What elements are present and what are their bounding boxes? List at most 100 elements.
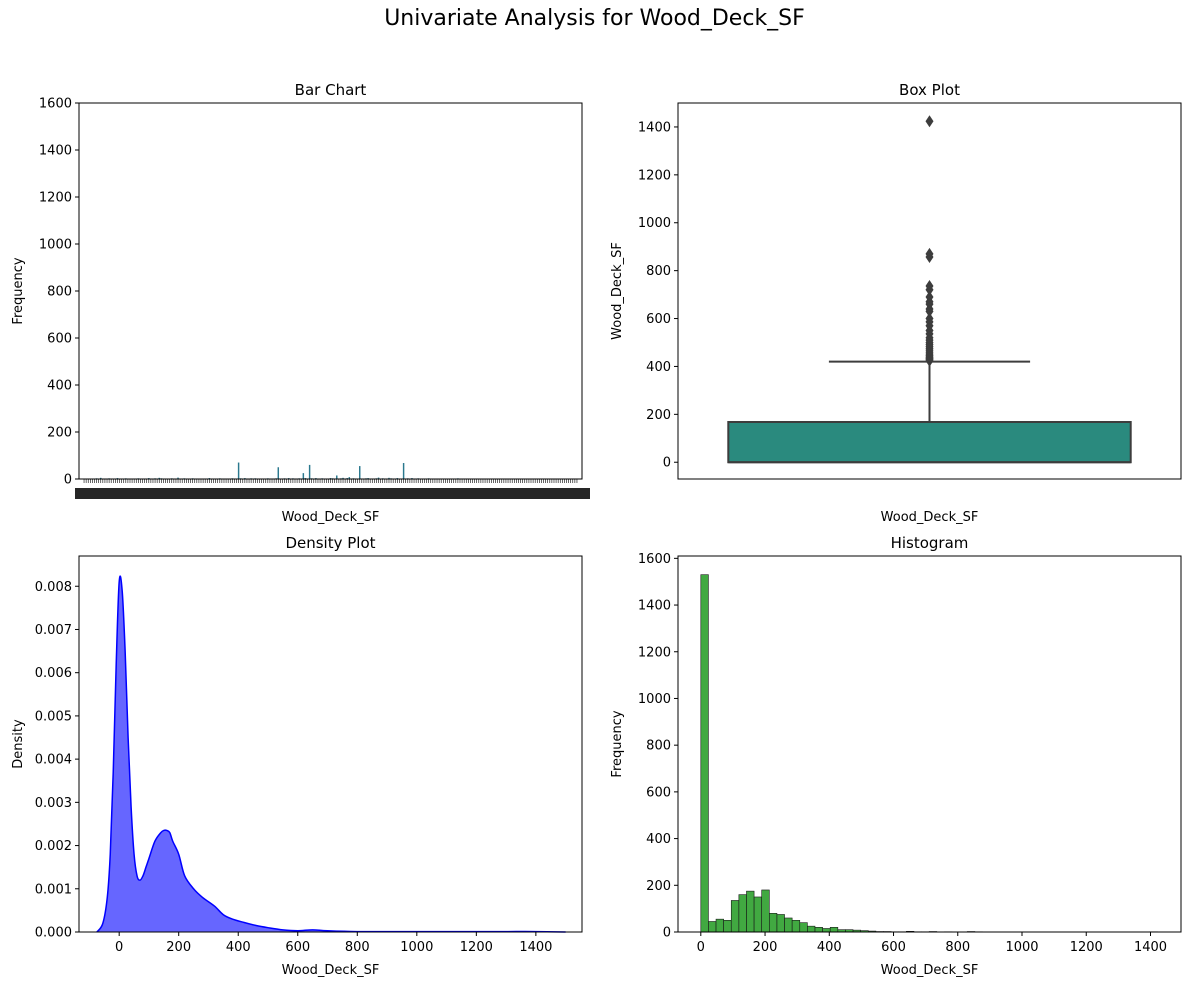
axes-frame xyxy=(78,102,583,480)
axes-frame xyxy=(677,102,1182,480)
axes-frame xyxy=(78,555,583,933)
histogram-bar xyxy=(791,920,801,933)
y-tick-label: 0.000 xyxy=(35,926,72,941)
histogram-bar xyxy=(753,896,763,933)
bar xyxy=(377,477,380,479)
bar xyxy=(302,473,305,479)
y-tick-label: 0.004 xyxy=(35,753,72,768)
y-tick-label: 600 xyxy=(646,785,671,800)
bar xyxy=(342,477,344,479)
y-tick-label: 0 xyxy=(663,456,671,471)
outlier-point xyxy=(925,115,934,128)
histogram-bar xyxy=(738,894,747,933)
bar xyxy=(359,466,361,479)
y-tick-label: 1600 xyxy=(39,97,72,112)
x-tick-label: 1000 xyxy=(1005,940,1038,955)
x-axis-label: Wood_Deck_SF xyxy=(282,963,380,978)
density-line xyxy=(96,575,566,933)
histogram-bar xyxy=(761,889,770,933)
density-area xyxy=(96,576,566,932)
outlier-point xyxy=(925,247,934,260)
y-tick-label: 1400 xyxy=(638,120,671,135)
y-tick-label: 0.002 xyxy=(35,839,72,854)
bar xyxy=(177,477,179,479)
axes-title: Bar Chart xyxy=(295,81,367,99)
histogram-bar xyxy=(746,890,755,933)
outlier-point xyxy=(925,279,934,292)
y-tick-label: 800 xyxy=(47,285,72,300)
figure-title: Univariate Analysis for Wood_Deck_SF xyxy=(384,6,805,31)
y-tick-label: 0 xyxy=(64,473,72,488)
histogram-bar xyxy=(807,925,816,933)
y-tick-label: 1400 xyxy=(39,144,72,159)
y-tick-label: 200 xyxy=(47,426,72,441)
x-tick-label: 0 xyxy=(697,940,705,955)
histogram-bar xyxy=(799,922,808,933)
x-tick-label: 1400 xyxy=(1134,940,1167,955)
box xyxy=(727,421,1132,464)
x-tick-label: 1200 xyxy=(1070,940,1103,955)
bar xyxy=(100,477,102,479)
y-tick-label: 1600 xyxy=(638,552,671,567)
x-tick-label: 400 xyxy=(226,940,251,955)
x-axis-label: Wood_Deck_SF xyxy=(881,510,979,525)
y-tick-label: 0.005 xyxy=(35,709,72,724)
y-tick-label: 0.008 xyxy=(35,580,72,595)
y-tick-label: 400 xyxy=(646,360,671,375)
bar xyxy=(308,464,311,479)
histogram-bar xyxy=(708,921,717,933)
bar-chart-panel: 0 200 400 600 800 1000 1200 1400 1600 Bar Chart Wo… xyxy=(11,81,590,525)
y-tick-label: 800 xyxy=(646,264,671,279)
y-tick-label: 200 xyxy=(646,408,671,423)
y-tick-label: 1200 xyxy=(39,191,72,206)
x-tick-label: 800 xyxy=(345,940,370,955)
x-tick-label: 400 xyxy=(817,940,842,955)
y-tick-label: 600 xyxy=(646,312,671,327)
x-tick-label: 1000 xyxy=(400,940,433,955)
x-tick-label: 800 xyxy=(945,940,970,955)
histogram-bar xyxy=(723,920,732,933)
density-plot-panel: 0 200 400 600 800 1000 1200 1400 0.000 0.001 0.002… xyxy=(11,534,583,978)
histogram-bar xyxy=(715,918,724,933)
axes-title: Box Plot xyxy=(899,81,960,99)
bar xyxy=(158,477,160,479)
y-axis-label: Frequency xyxy=(11,257,26,324)
y-tick-label: 400 xyxy=(47,379,72,394)
axes-frame xyxy=(677,555,1182,933)
y-tick-label: 400 xyxy=(646,832,671,847)
y-axis-label: Wood_Deck_SF xyxy=(610,242,625,340)
x-tick-labels-overlap xyxy=(75,488,590,499)
histogram-bar xyxy=(822,928,831,933)
y-tick-label: 1000 xyxy=(638,692,671,707)
y-tick-label: 0.001 xyxy=(35,882,72,897)
y-tick-label: 600 xyxy=(47,332,72,347)
box-plot-panel: 0 200 400 600 800 1000 1200 1400 Box Plot Wood_De… xyxy=(610,81,1182,525)
y-tick-label: 0.007 xyxy=(35,623,72,638)
y-tick-label: 1400 xyxy=(638,599,671,614)
x-tick-label: 600 xyxy=(881,940,906,955)
y-axis-label: Frequency xyxy=(610,710,625,777)
x-tick-label: 200 xyxy=(166,940,191,955)
histogram-bar xyxy=(784,917,793,933)
outlier-point xyxy=(925,312,934,325)
x-axis-label: Wood_Deck_SF xyxy=(881,963,979,978)
y-tick-label: 0.006 xyxy=(35,666,72,681)
x-tick-label: 0 xyxy=(115,940,123,955)
y-axis-label: Density xyxy=(11,719,26,769)
x-tick-label: 1400 xyxy=(519,940,552,955)
bar xyxy=(402,463,405,479)
y-tick-label: 1000 xyxy=(638,216,671,231)
y-tick-label: 800 xyxy=(646,739,671,754)
histogram-bar xyxy=(769,913,778,933)
y-tick-label: 1000 xyxy=(39,238,72,253)
y-tick-label: 200 xyxy=(646,879,671,894)
y-tick-label: 1200 xyxy=(638,168,671,183)
bar xyxy=(277,467,280,479)
bar xyxy=(348,477,351,479)
bar xyxy=(388,477,390,479)
histogram-bar xyxy=(776,914,785,933)
histogram-bar xyxy=(829,927,839,933)
histogram-bar xyxy=(700,574,709,933)
x-tick-label: 200 xyxy=(753,940,778,955)
